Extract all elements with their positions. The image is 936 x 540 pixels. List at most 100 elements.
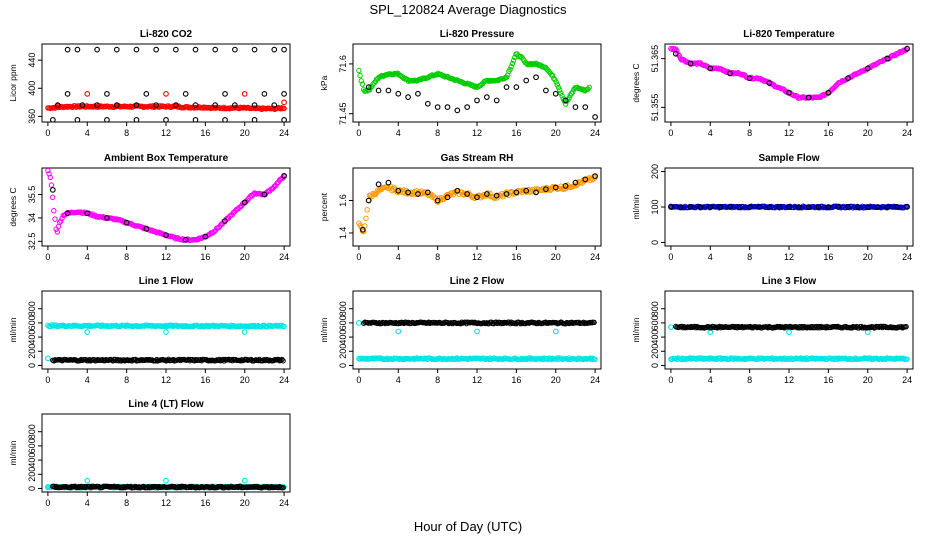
data-point <box>232 102 238 108</box>
y-axis-label: kPa <box>319 75 329 90</box>
data-point <box>428 73 434 79</box>
data-point <box>754 356 760 363</box>
data-point <box>279 356 285 363</box>
y-tick-label: 34 <box>27 213 37 223</box>
y-axis-label: degrees C <box>8 187 18 226</box>
x-tick-label: 16 <box>200 498 210 508</box>
x-tick-label: 20 <box>240 498 250 508</box>
x-tick-label: 20 <box>551 375 561 385</box>
data-point <box>202 233 209 240</box>
data-point <box>143 91 150 97</box>
data-point <box>281 91 287 97</box>
data-point <box>746 204 753 210</box>
panel-title: Ambient Box Temperature <box>104 153 229 164</box>
data-point <box>64 46 71 53</box>
data-point <box>247 194 253 200</box>
points-co2 <box>45 46 287 122</box>
data-point <box>707 204 714 210</box>
data-point <box>251 102 258 108</box>
data-point <box>903 323 909 330</box>
x-tick-label: 4 <box>85 252 90 262</box>
data-point <box>554 82 561 88</box>
data-point <box>835 204 842 210</box>
y-axis-label: ml/min <box>631 194 641 219</box>
data-point <box>232 46 238 53</box>
data-point <box>548 71 555 78</box>
data-point <box>382 320 388 327</box>
x-tick-label: 0 <box>668 128 673 138</box>
data-point <box>281 172 287 179</box>
data-point <box>778 355 784 361</box>
data-point <box>444 194 451 201</box>
data-point <box>375 181 382 188</box>
data-point <box>280 485 286 491</box>
data-point <box>736 204 743 210</box>
y-tick-label: 800 <box>650 301 660 316</box>
data-point <box>845 75 851 81</box>
data-point <box>84 477 91 484</box>
x-tick-label: 24 <box>279 252 289 262</box>
data-point <box>54 229 61 235</box>
data-point <box>553 79 559 85</box>
data-point <box>359 81 366 87</box>
data-point <box>474 97 480 104</box>
data-point <box>694 323 700 330</box>
data-point <box>356 67 362 74</box>
series <box>49 117 287 122</box>
data-point <box>401 187 407 193</box>
data-point <box>513 84 520 90</box>
data-point <box>104 215 110 221</box>
series <box>356 320 559 335</box>
x-tick-label: 20 <box>863 375 873 385</box>
data-point <box>133 102 140 108</box>
series <box>359 173 598 233</box>
x-tick-label: 12 <box>784 375 794 385</box>
data-point <box>563 320 569 327</box>
series <box>365 74 598 120</box>
x-tick-label: 4 <box>708 252 713 262</box>
data-point <box>896 50 902 56</box>
plot-frame <box>41 413 291 493</box>
data-point <box>900 355 907 361</box>
x-tick-label: 24 <box>279 498 289 508</box>
data-point <box>72 483 78 490</box>
data-point <box>163 117 169 122</box>
data-point <box>281 323 287 330</box>
x-tick-label: 4 <box>85 128 90 138</box>
series <box>45 322 287 330</box>
data-point <box>94 102 100 108</box>
data-point <box>486 356 492 362</box>
data-point <box>48 182 55 188</box>
x-tick-label: 0 <box>356 375 361 385</box>
panel-title: Sample Flow <box>758 153 819 164</box>
x-tick-label: 8 <box>124 498 129 508</box>
data-point <box>434 104 441 110</box>
data-point <box>864 329 871 335</box>
data-point <box>786 204 792 210</box>
x-tick-label: 24 <box>590 128 600 138</box>
panel-title: Line 1 Flow <box>139 276 194 287</box>
data-point <box>564 98 570 104</box>
data-point <box>484 190 491 196</box>
data-point <box>894 204 901 210</box>
data-point <box>49 194 56 201</box>
main-title: SPL_120824 Average Diagnostics <box>369 2 567 17</box>
x-tick-label: 16 <box>200 252 210 262</box>
y-tick-label: 600 <box>338 315 348 330</box>
data-point <box>424 100 431 107</box>
y-tick-label: 0 <box>27 363 37 368</box>
data-point <box>415 191 421 197</box>
points-sampleflow <box>668 203 910 211</box>
x-tick-label: 0 <box>45 375 50 385</box>
data-point <box>277 106 284 112</box>
series <box>45 103 287 113</box>
data-point <box>569 89 576 95</box>
x-tick-label: 20 <box>863 128 873 138</box>
data-point <box>113 102 120 108</box>
y-axis-label: ml/min <box>319 317 329 342</box>
series <box>672 46 910 101</box>
